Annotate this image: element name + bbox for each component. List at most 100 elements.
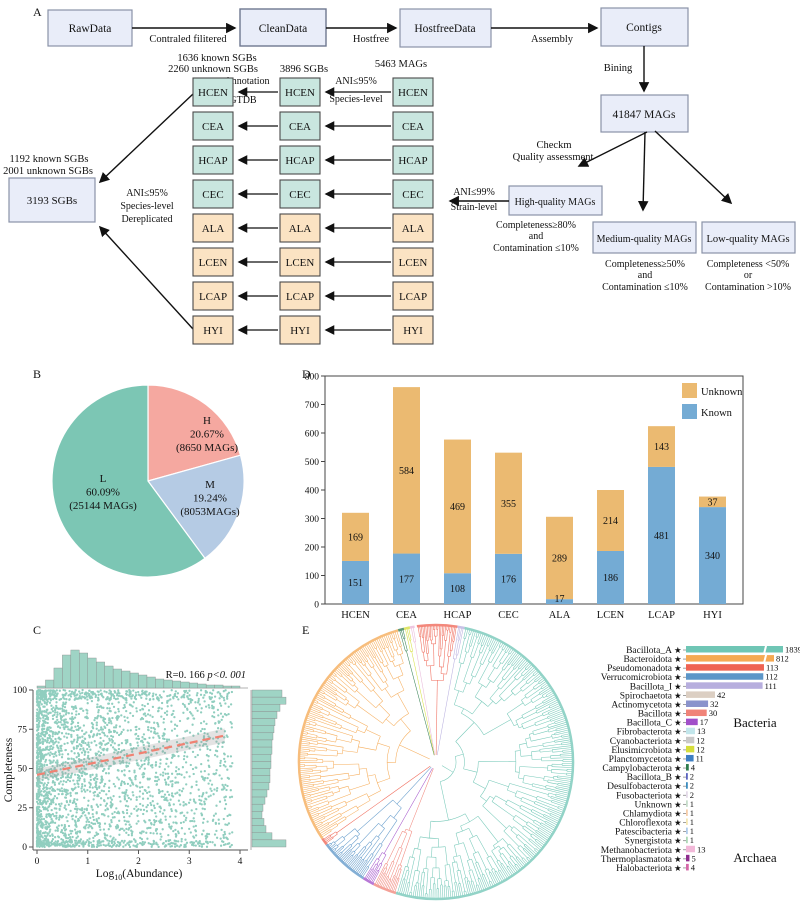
star-icon: ★ (674, 700, 682, 710)
rawdata-label: RawData (69, 23, 112, 35)
star-icon: ★ (674, 655, 682, 665)
x-category-label-lcap: LCAP (648, 610, 675, 621)
taxa-count-label: 32 (710, 699, 719, 709)
tree-sector-10 (409, 625, 436, 756)
pie-chart: B H 20.67%(8650 MAGs) M 19.24%(8053MAGs) L 60… (33, 367, 245, 578)
stacked-bar-chart: D 0 100 200 300 400 500 600 700 800 151 169 HCEN 177… (302, 367, 744, 621)
pie-slice-m (147, 454, 245, 560)
rawdata-box: RawData (47, 9, 133, 47)
scatter-points (35, 688, 234, 849)
taxa-count-label: 5 (691, 853, 695, 863)
star-icon: ★ (674, 755, 682, 765)
svg-text:Synergistota: Synergistota (625, 837, 673, 847)
x-category-label-hcap: HCAP (443, 610, 471, 621)
abundance-bar (686, 773, 688, 780)
taxa-count-label: 4 (691, 763, 696, 773)
known-value-label: 177 (399, 574, 414, 585)
abundance-bar (686, 718, 698, 726)
dereplicated-sgbs-label: 3193 SGBs (27, 195, 77, 207)
grid-box-hyi-col0: HYI (192, 315, 234, 345)
taxa-count-label: 11 (696, 753, 704, 763)
gtdb-label: GTDB (229, 95, 257, 106)
svg-text:Bacillota: Bacillota (638, 710, 673, 720)
svg-text:LCAP: LCAP (286, 291, 314, 303)
grid-box-hcen-col1: HCEN (279, 77, 321, 107)
tree-sector-0 (416, 623, 458, 756)
star-icon: ★ (674, 737, 682, 747)
tree-sector-8 (397, 627, 435, 756)
svg-text:Bacteroidota: Bacteroidota (623, 655, 672, 665)
panel-e-label: E (302, 623, 309, 637)
bar-hcap-unknown (444, 439, 471, 574)
taxa-row-bacillota: Bacillota ★ 30 (638, 708, 717, 720)
edge-label-assembly: Assembly (531, 34, 574, 45)
known-value-label: 151 (348, 578, 363, 589)
x-tick-label: 0 (35, 857, 40, 867)
correlation-annotation: R=0. 166 p<0. 001 (166, 670, 246, 681)
regression-line (36, 734, 226, 776)
pie-slice-h (147, 384, 242, 482)
star-icon: ★ (674, 682, 682, 692)
pie-label-h: H 20.67%(8650 MAGs) (176, 415, 238, 454)
taxa-count-label: 1 (690, 799, 694, 809)
star-icon: ★ (674, 846, 682, 856)
abundance-bar (686, 727, 695, 735)
svg-text:ALA: ALA (402, 223, 425, 235)
known-value-label: 176 (501, 574, 516, 585)
abundance-bar (686, 691, 715, 698)
low-quality-box: Low-quality MAGs (701, 221, 796, 254)
x-category-label-hcen: HCEN (341, 610, 370, 621)
panel-c-label: C (33, 623, 41, 637)
legend-swatch-known (682, 404, 697, 419)
svg-text:Fibrobacterota: Fibrobacterota (617, 728, 673, 738)
taxa-row-methanobacteriota: Methanobacteriota ★ 13 (601, 844, 706, 856)
svg-text:Actinomycetota: Actinomycetota (611, 700, 672, 710)
svg-text:H: H (203, 415, 211, 427)
known-value-label: 17 (555, 594, 565, 605)
taxa-count-label: 2 (690, 772, 694, 782)
bar-hyi-unknown (699, 496, 726, 508)
y-tick-label: 400 (305, 487, 320, 497)
y-tick-label: 25 (18, 804, 28, 814)
star-icon: ★ (674, 664, 682, 674)
panel-a-label: A (33, 5, 42, 19)
svg-text:HCAP: HCAP (398, 155, 427, 167)
abundance-bar (686, 754, 694, 762)
svg-text:CEA: CEA (402, 121, 424, 133)
known-value-label: 108 (450, 584, 465, 595)
svg-text:and: and (529, 231, 543, 242)
svg-text:HYI: HYI (403, 325, 423, 337)
bar-lcap-unknown (648, 426, 675, 467)
svg-text:Halobacteriota: Halobacteriota (616, 864, 673, 874)
tree-sector-4 (362, 767, 433, 886)
grid-box-hyi-col1: HYI (279, 315, 321, 345)
species-level-label: Species-level (329, 94, 383, 105)
svg-text:LCAP: LCAP (199, 291, 227, 303)
y-tick-label: 200 (305, 544, 320, 554)
col-header-mid: 3896 SGBs (280, 64, 328, 75)
unknown-value-label: 584 (399, 466, 414, 477)
svg-text:Chlamydiota: Chlamydiota (623, 809, 673, 819)
taxa-count-label: 2 (690, 790, 694, 800)
derep-header-1: 1192 known SGBs (10, 154, 89, 165)
svg-text:Cyanobacteriota: Cyanobacteriota (610, 737, 673, 747)
cleandata-box: CleanData (239, 8, 327, 47)
medium-quality-criteria: Completeness≥50% and Contamination ≤10% (602, 259, 688, 293)
bar-hyi-known (699, 507, 726, 604)
svg-text:(8053MAGs): (8053MAGs) (180, 506, 240, 518)
hostfreedata-label: HostfreeData (414, 23, 475, 35)
col-header-left-1: 1636 known SGBs (177, 53, 256, 64)
legend-label-known: Known (701, 408, 733, 419)
svg-text:and: and (638, 270, 652, 281)
svg-text:Unknown: Unknown (635, 800, 673, 810)
svg-text:Elusimicrobiota: Elusimicrobiota (611, 746, 672, 756)
pie-label-m: M 19.24%(8053MAGs) (180, 479, 240, 518)
low-quality-criteria: Completeness <50% or Contamination >10% (705, 259, 791, 293)
y-tick-label: 0 (22, 843, 27, 853)
high-quality-criteria: Completeness≥80% and Contamination ≤10% (493, 220, 579, 254)
grid-box-cea-col2: CEA (392, 111, 434, 141)
grid-box-hcap-col1: HCAP (279, 145, 321, 175)
x-tick-label: 3 (187, 857, 192, 867)
svg-text:Fusobacteriota: Fusobacteriota (616, 791, 673, 801)
